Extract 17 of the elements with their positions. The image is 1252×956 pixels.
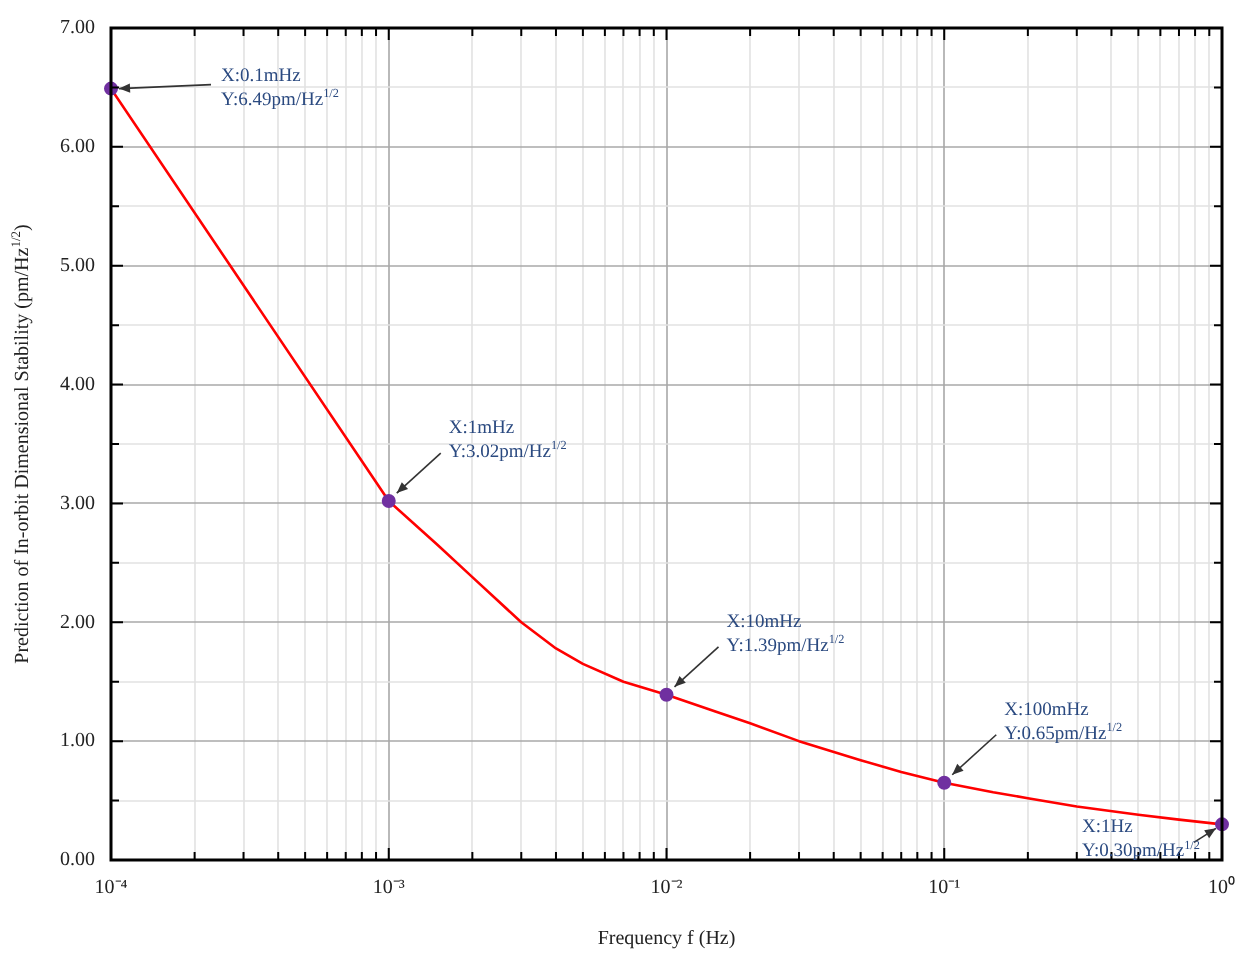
x-tick-label: 10⁻⁴: [94, 877, 129, 900]
y-tick-label: 7.00: [60, 17, 95, 40]
point: [381, 494, 396, 509]
y-tick-label: 6.00: [60, 136, 95, 159]
x-tick-label: 10⁰: [1208, 875, 1236, 900]
x-tick-label: 10⁻¹: [928, 877, 961, 900]
x-tick-label: 10⁻³: [372, 877, 405, 900]
y-tick-label: 3.00: [60, 492, 95, 515]
y-tick-label: 0.00: [60, 849, 95, 872]
point: [659, 687, 674, 702]
y-tick-label: 2.00: [60, 611, 95, 634]
y-tick-label: 1.00: [60, 730, 95, 753]
y-tick-label: 4.00: [60, 373, 95, 396]
x-axis-title: Frequency f (Hz): [597, 928, 736, 950]
x-tick-label: 10⁻²: [650, 877, 683, 900]
y-tick-label: 5.00: [60, 254, 95, 277]
point: [937, 775, 952, 790]
